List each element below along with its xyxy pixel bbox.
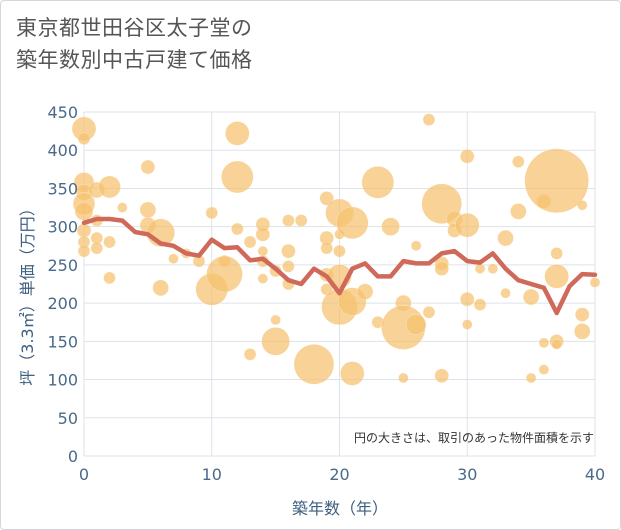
data-bubble	[282, 260, 295, 273]
data-bubble	[257, 273, 269, 284]
y-tick-label: 350	[47, 179, 78, 198]
data-bubble	[77, 244, 91, 258]
data-bubble	[77, 132, 91, 146]
data-bubble	[257, 245, 269, 257]
data-bubble	[460, 292, 475, 307]
data-bubble	[589, 277, 601, 288]
x-tick-label: 40	[585, 465, 605, 484]
data-bubble	[574, 307, 590, 322]
data-bubble	[381, 217, 400, 236]
y-tick-label: 200	[47, 294, 78, 313]
data-bubble	[356, 283, 374, 300]
data-bubble	[524, 148, 589, 214]
data-bubble	[152, 279, 169, 297]
data-bubble	[422, 306, 436, 319]
y-tick-labels: 0 50 100 150 200 250 300 350 400 450	[47, 103, 78, 466]
data-bubble	[98, 175, 121, 199]
x-axis-label: 築年数（年）	[292, 499, 388, 518]
y-tick-label: 400	[47, 141, 78, 160]
data-bubble	[544, 264, 569, 289]
data-bubble	[243, 348, 257, 361]
data-bubble	[510, 203, 527, 220]
data-bubble	[410, 240, 422, 252]
data-bubble	[487, 263, 499, 274]
data-bubble	[538, 337, 550, 349]
data-bubble	[398, 372, 409, 384]
data-bubble	[422, 113, 436, 126]
trend-line-group	[81, 216, 598, 316]
y-tick-label: 300	[47, 218, 78, 237]
data-bubble	[74, 202, 94, 221]
data-bubble	[281, 243, 296, 259]
data-bubble	[320, 241, 333, 255]
data-bubble	[340, 361, 365, 386]
data-bubble	[434, 368, 449, 383]
data-bubble	[333, 244, 346, 258]
data-bubble	[76, 223, 92, 238]
data-bubble	[225, 121, 250, 146]
data-bubble	[474, 263, 486, 274]
data-bubble	[294, 214, 308, 227]
data-bubble	[293, 344, 335, 385]
data-bubble	[512, 155, 525, 168]
data-bubble	[455, 212, 480, 238]
data-bubble	[270, 314, 281, 326]
bubbles	[71, 113, 601, 386]
x-tick-label: 30	[457, 465, 477, 484]
data-bubble	[243, 235, 257, 249]
data-bubble	[221, 160, 254, 194]
data-bubble	[573, 323, 591, 340]
data-bubble	[361, 166, 395, 199]
data-bubble	[231, 222, 244, 236]
data-bubble	[255, 227, 271, 242]
data-bubble	[336, 206, 369, 240]
data-bubble	[205, 206, 218, 220]
data-bubble	[90, 241, 104, 255]
y-tick-label: 450	[47, 103, 78, 122]
data-bubble	[434, 261, 449, 276]
trend-line	[81, 216, 598, 316]
data-bubble	[140, 159, 156, 175]
data-bubble	[103, 235, 116, 249]
data-bubble	[282, 214, 295, 227]
data-bubble	[551, 339, 562, 350]
data-bubble	[525, 372, 537, 384]
data-bubble	[168, 253, 179, 265]
x-tick-label: 10	[202, 465, 222, 484]
data-bubble	[500, 287, 511, 299]
x-tick-label: 20	[329, 465, 349, 484]
data-bubble	[405, 314, 427, 335]
data-bubble	[576, 200, 588, 211]
data-bubble	[473, 298, 487, 311]
data-bubble	[261, 327, 290, 356]
y-tick-label: 250	[47, 256, 78, 275]
data-bubble	[462, 319, 473, 330]
y-axis-label: 坪（3.3㎡）単価（万円）	[18, 200, 37, 385]
data-bubble	[319, 191, 334, 206]
data-bubble	[550, 247, 563, 260]
chart-title: 東京都世田谷区太子堂の 築年数別中古戸建て価格	[16, 12, 253, 76]
data-bubble	[460, 149, 475, 164]
y-tick-label: 50	[58, 409, 78, 428]
data-bubble	[206, 255, 243, 293]
data-bubble	[103, 271, 116, 285]
chart-title-line-1: 東京都世田谷区太子堂の	[16, 16, 253, 40]
x-tick-labels: 0 10 20 30 40	[79, 465, 605, 484]
x-tick-label: 0	[79, 465, 89, 484]
y-tick-label: 100	[47, 371, 78, 390]
data-bubble	[522, 288, 540, 306]
chart-title-line-2: 築年数別中古戸建て価格	[16, 48, 253, 72]
data-bubble	[117, 202, 128, 213]
data-bubble	[538, 364, 550, 375]
data-bubble	[497, 229, 514, 247]
y-tick-label: 150	[47, 332, 78, 351]
size-annotation: 円の大きさは、取引のあった物件面積を示す	[354, 430, 594, 445]
y-tick-label: 0	[68, 447, 78, 466]
data-bubble	[139, 201, 157, 219]
